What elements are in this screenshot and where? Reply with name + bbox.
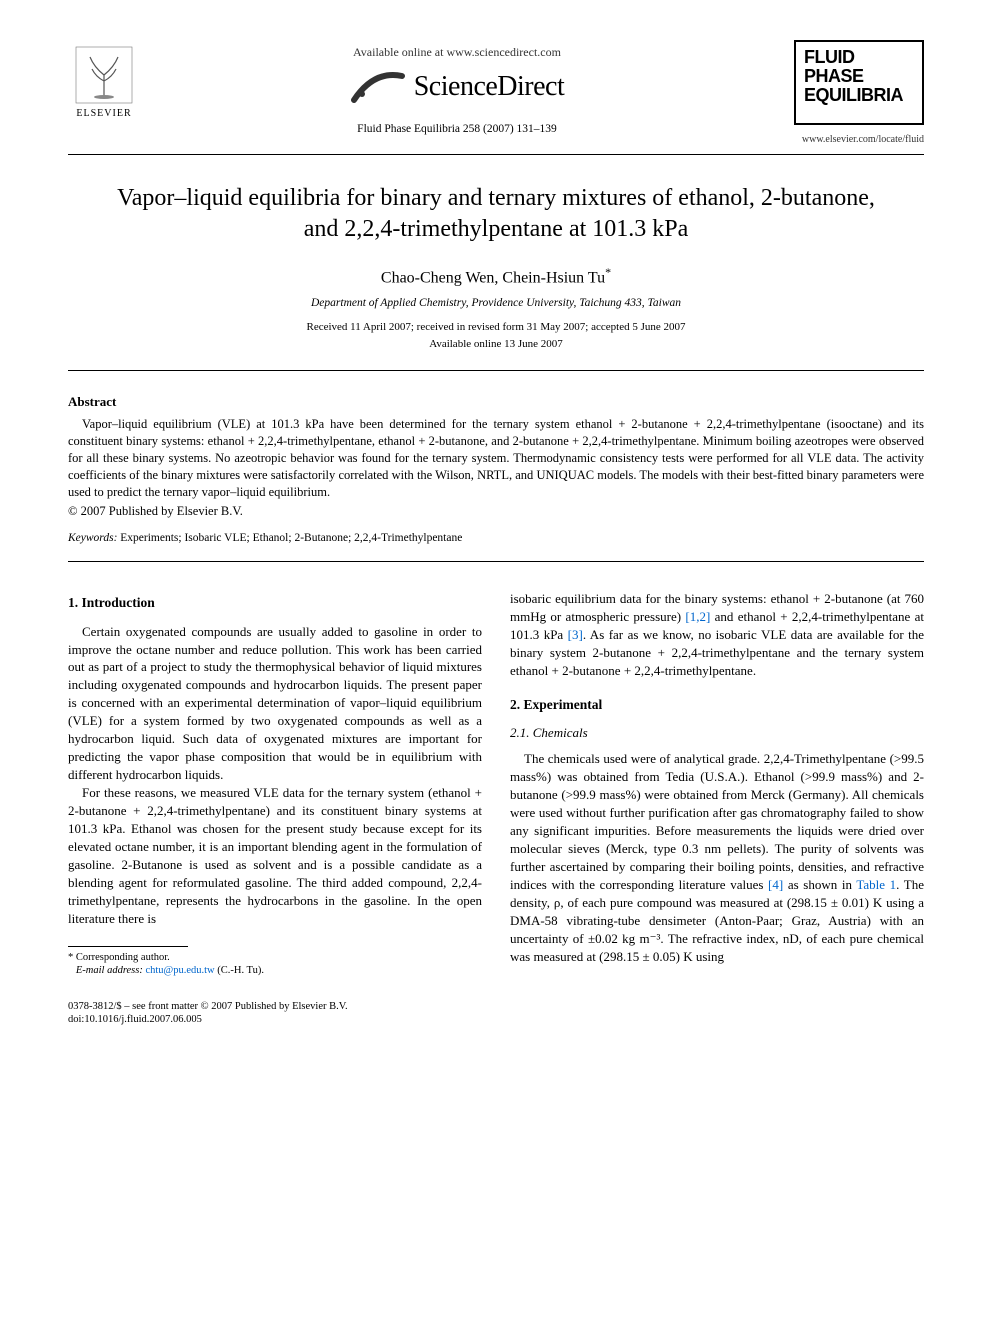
- keywords-text: Experiments; Isobaric VLE; Ethanol; 2-Bu…: [117, 532, 462, 544]
- footnote-block: * Corresponding author. E-mail address: …: [68, 951, 482, 978]
- available-online-date: Available online 13 June 2007: [68, 337, 924, 352]
- footer-line-1: 0378-3812/$ – see front matter © 2007 Pu…: [68, 1000, 924, 1014]
- column-left: 1. Introduction Certain oxygenated compo…: [68, 590, 482, 978]
- ref-link-4[interactable]: [4]: [768, 877, 783, 892]
- column-right: isobaric equilibrium data for the binary…: [510, 590, 924, 978]
- section-2-heading: 2. Experimental: [510, 696, 924, 715]
- author-names: Chao-Cheng Wen, Chein-Hsiun Tu: [381, 269, 605, 286]
- journal-url: www.elsevier.com/locate/fluid: [774, 133, 924, 147]
- sciencedirect-text: ScienceDirect: [414, 68, 565, 106]
- rule-top: [68, 154, 924, 155]
- section-1-para-2a: For these reasons, we measured VLE data …: [68, 784, 482, 928]
- abstract-label: Abstract: [68, 393, 924, 411]
- s21-text-b: as shown in: [783, 877, 856, 892]
- section-2-1-para-1: The chemicals used were of analytical gr…: [510, 750, 924, 965]
- footnote-email-label: E-mail address:: [76, 965, 143, 976]
- journal-box-line2: EQUILIBRIA: [804, 86, 914, 105]
- keywords-label: Keywords:: [68, 532, 117, 544]
- journal-title-box: FLUID PHASE EQUILIBRIA: [794, 40, 924, 125]
- ref-link-3[interactable]: [3]: [568, 627, 583, 642]
- abstract-copyright: © 2007 Published by Elsevier B.V.: [68, 503, 924, 520]
- footer-line-2: doi:10.1016/j.fluid.2007.06.005: [68, 1013, 924, 1027]
- sciencedirect-logo: ScienceDirect: [350, 66, 565, 108]
- header-center: Available online at www.sciencedirect.co…: [140, 40, 774, 138]
- elsevier-logo: ELSEVIER: [68, 40, 140, 120]
- body-columns: 1. Introduction Certain oxygenated compo…: [68, 590, 924, 978]
- section-1-heading: 1. Introduction: [68, 594, 482, 613]
- footnote-email-line: E-mail address: chtu@pu.edu.tw (C.-H. Tu…: [68, 964, 482, 978]
- elsevier-tree-icon: [74, 45, 134, 105]
- journal-reference: Fluid Phase Equilibria 258 (2007) 131–13…: [140, 122, 774, 138]
- rule-after-dates: [68, 370, 924, 371]
- page-footer: 0378-3812/$ – see front matter © 2007 Pu…: [68, 1000, 924, 1027]
- rule-after-keywords: [68, 561, 924, 562]
- elsevier-label: ELSEVIER: [76, 107, 131, 121]
- section-1-para-2b: isobaric equilibrium data for the binary…: [510, 590, 924, 680]
- authors: Chao-Cheng Wen, Chein-Hsiun Tu*: [68, 264, 924, 289]
- keywords: Keywords: Experiments; Isobaric VLE; Eth…: [68, 531, 924, 547]
- footnote-corresponding: * Corresponding author.: [68, 951, 482, 965]
- footnote-email-link[interactable]: chtu@pu.edu.tw: [145, 965, 214, 976]
- journal-box-line1: FLUID PHASE: [804, 48, 914, 86]
- footnote-email-who: (C.-H. Tu).: [215, 965, 264, 976]
- abstract-section: Abstract Vapor–liquid equilibrium (VLE) …: [68, 393, 924, 547]
- s21-text-a: The chemicals used were of analytical gr…: [510, 751, 924, 892]
- abstract-text: Vapor–liquid equilibrium (VLE) at 101.3 …: [68, 416, 924, 500]
- corresponding-mark: *: [605, 265, 611, 279]
- ref-link-1-2[interactable]: [1,2]: [685, 609, 710, 624]
- section-1-para-1: Certain oxygenated compounds are usually…: [68, 623, 482, 784]
- received-dates: Received 11 April 2007; received in revi…: [68, 320, 924, 335]
- abstract-body: Vapor–liquid equilibrium (VLE) at 101.3 …: [68, 416, 924, 500]
- affiliation: Department of Applied Chemistry, Provide…: [68, 296, 924, 312]
- sciencedirect-swoosh-icon: [350, 66, 406, 108]
- header-bar: ELSEVIER Available online at www.science…: [68, 40, 924, 146]
- article-title: Vapor–liquid equilibria for binary and t…: [108, 183, 884, 245]
- footnote-separator: [68, 946, 188, 947]
- section-2-1-heading: 2.1. Chemicals: [510, 724, 924, 742]
- available-online-text: Available online at www.sciencedirect.co…: [140, 44, 774, 60]
- header-right: FLUID PHASE EQUILIBRIA www.elsevier.com/…: [774, 40, 924, 146]
- table-1-link[interactable]: Table 1: [856, 877, 896, 892]
